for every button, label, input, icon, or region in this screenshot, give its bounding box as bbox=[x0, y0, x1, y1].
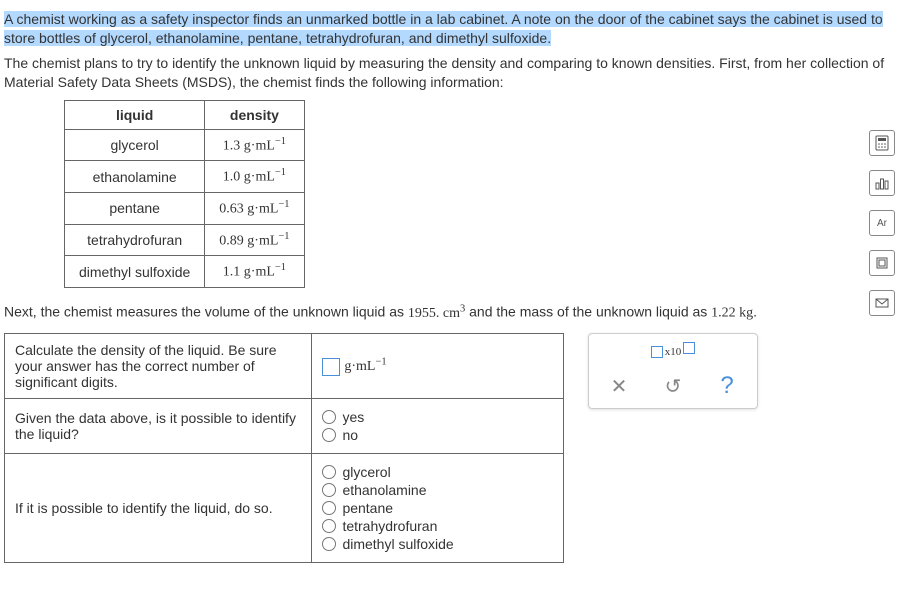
radio-ethanolamine[interactable] bbox=[322, 483, 336, 497]
answer-table: Calculate the density of the liquid. Be … bbox=[4, 333, 564, 563]
calculator-icon[interactable] bbox=[869, 130, 895, 156]
intro-highlighted: A chemist working as a safety inspector … bbox=[4, 10, 907, 48]
side-toolbar: Ar bbox=[869, 130, 895, 316]
q1-answer-cell: g·mL−1 bbox=[312, 334, 564, 399]
intro-plan: The chemist plans to try to identify the… bbox=[4, 54, 907, 92]
q3-prompt: If it is possible to identify the liquid… bbox=[5, 454, 312, 563]
table-header-liquid: liquid bbox=[65, 100, 205, 129]
help-button[interactable]: ? bbox=[714, 372, 740, 400]
table-row: tetrahydrofuran 0.89 g·mL−1 bbox=[65, 224, 305, 256]
density-table: liquid density glycerol 1.3 g·mL−1 ethan… bbox=[64, 100, 305, 288]
radio-pentane[interactable] bbox=[322, 501, 336, 515]
measurement-text: Next, the chemist measures the volume of… bbox=[4, 302, 907, 323]
q2-prompt: Given the data above, is it possible to … bbox=[5, 399, 312, 454]
tools-icon[interactable] bbox=[869, 250, 895, 276]
periodic-table-icon[interactable]: Ar bbox=[869, 210, 895, 236]
helper-panel: x10 ✕ ↺ ? bbox=[588, 333, 758, 409]
q2-answer-cell: yes no bbox=[312, 399, 564, 454]
table-row: dimethyl sulfoxide 1.1 g·mL−1 bbox=[65, 256, 305, 288]
radio-yes[interactable] bbox=[322, 410, 336, 424]
q1-prompt: Calculate the density of the liquid. Be … bbox=[5, 334, 312, 399]
table-row: glycerol 1.3 g·mL−1 bbox=[65, 129, 305, 161]
radio-no[interactable] bbox=[322, 428, 336, 442]
radio-tetrahydrofuran[interactable] bbox=[322, 519, 336, 533]
radio-dimethyl-sulfoxide[interactable] bbox=[322, 537, 336, 551]
density-input[interactable] bbox=[322, 358, 340, 376]
reset-button[interactable]: ↺ bbox=[660, 374, 686, 399]
bars-icon[interactable] bbox=[869, 170, 895, 196]
sci-notation-button[interactable]: x10 bbox=[651, 342, 696, 362]
table-header-density: density bbox=[205, 100, 304, 129]
table-row: pentane 0.63 g·mL−1 bbox=[65, 192, 305, 224]
mail-icon[interactable] bbox=[869, 290, 895, 316]
close-button[interactable]: ✕ bbox=[606, 374, 632, 399]
q3-answer-cell: glycerol ethanolamine pentane tetrahydro… bbox=[312, 454, 564, 563]
radio-glycerol[interactable] bbox=[322, 465, 336, 479]
table-row: ethanolamine 1.0 g·mL−1 bbox=[65, 161, 305, 193]
